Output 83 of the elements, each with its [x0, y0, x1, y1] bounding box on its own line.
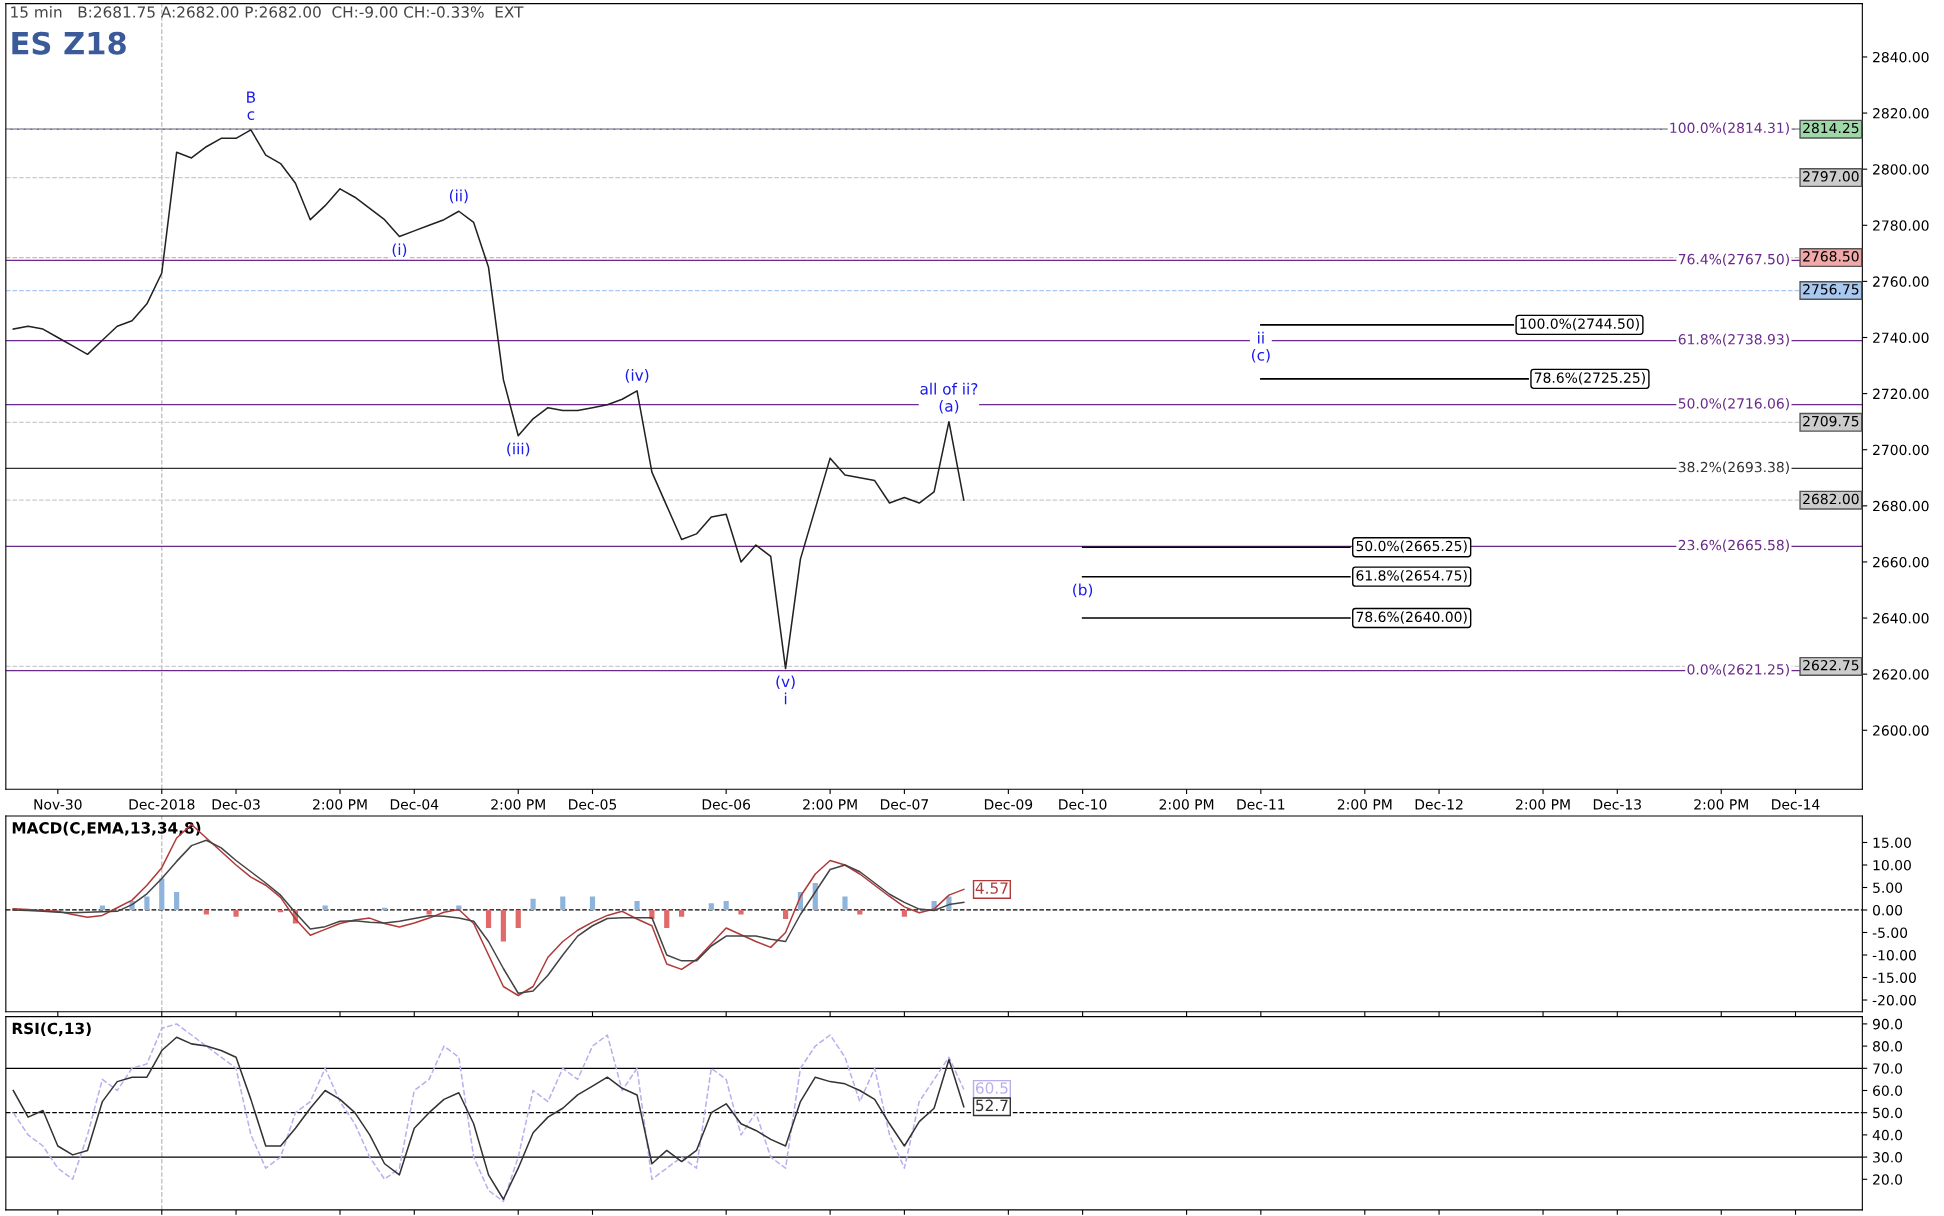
- y-tick-label: 2620.00: [1873, 669, 1929, 680]
- y-tick-label: 2840.00: [1873, 51, 1929, 63]
- x-tick-label: Dec-14: [1772, 799, 1820, 810]
- y-tick-label: 15.00: [1873, 837, 1911, 848]
- x-tick-label: Dec-05: [569, 799, 617, 810]
- x-tick-label: 2:00 PM: [1337, 799, 1392, 810]
- x-tick-label: Dec-2018: [129, 799, 195, 810]
- y-tick-label: 2780.00: [1873, 220, 1929, 231]
- y-tick-label: 2640.00: [1873, 613, 1929, 624]
- y-tick-label: -5.00: [1872, 927, 1908, 938]
- x-tick-label: 2:00 PM: [1516, 799, 1570, 810]
- data-label: (i): [392, 243, 407, 258]
- x-tick-label: Dec-09: [984, 799, 1033, 810]
- y-tick-label: -15.00: [1872, 972, 1916, 983]
- y-tick-label: 70.0: [1873, 1063, 1903, 1074]
- y-tick-label: 2740.00: [1873, 332, 1929, 343]
- ref-line-label: 23.6%(2665.58): [1678, 539, 1789, 552]
- x-tick-label: 2:00 PM: [803, 799, 857, 810]
- y-tick-label: 2820.00: [1873, 108, 1929, 119]
- x-tick-label: 2:00 PM: [491, 799, 545, 810]
- x-tick-label: Dec-13: [1593, 799, 1641, 810]
- text: ES Z18: [12, 31, 126, 55]
- y-tick-label: 40.0: [1872, 1129, 1903, 1141]
- ref-line-label: 2756.75: [1803, 284, 1859, 295]
- x-tick-label: Dec-11: [1237, 799, 1285, 810]
- data-label: all of ii? (a): [920, 382, 978, 414]
- data-label: 60.5: [975, 1082, 1008, 1094]
- y-tick-label: 90.0: [1872, 1018, 1903, 1030]
- series-label: 50.0%(2665.25): [1356, 540, 1467, 553]
- y-tick-label: 30.0: [1873, 1152, 1903, 1163]
- y-tick-label: 5.00: [1873, 882, 1903, 893]
- ref-line-label: 2622.75: [1803, 659, 1859, 671]
- chart-subtitle: 15 min B:2681.75 A:2682.00 P:2682.00 CH:-9.00 CH:-0.33% EXT: [11, 6, 524, 18]
- ref-line-label: 38.2%(2693.38): [1678, 461, 1789, 474]
- x-tick-label: 2:00 PM: [1694, 799, 1748, 810]
- y-tick-label: 10.00: [1873, 859, 1911, 871]
- ref-line-label: 2797.00: [1803, 171, 1859, 182]
- series-label: 61.8%(2654.75): [1356, 569, 1467, 583]
- data-label: (iv): [625, 369, 649, 383]
- y-tick-label: -20.00: [1872, 994, 1916, 1006]
- x-tick-label: Dec-12: [1415, 799, 1463, 810]
- y-tick-label: 0.00: [1872, 904, 1903, 916]
- ref-line-label: 2768.50: [1803, 251, 1859, 262]
- ref-line-label: 0.0%(2621.25): [1687, 663, 1789, 677]
- x-tick-label: Dec-04: [390, 799, 439, 810]
- series-label: 78.6%(2640.00): [1356, 611, 1467, 624]
- ref-line-label: 50.0%(2716.06): [1678, 397, 1789, 411]
- ref-line-label: 100.0%(2814.31): [1670, 122, 1789, 135]
- data-label: (b): [1073, 583, 1093, 598]
- y-tick-label: 60.0: [1873, 1085, 1903, 1096]
- data-label: 52.7: [976, 1099, 1008, 1112]
- data-label: 4.57: [975, 882, 1008, 894]
- y-tick-label: 2600.00: [1873, 725, 1929, 736]
- ref-line-label: 61.8%(2738.93): [1678, 333, 1789, 347]
- x-tick-label: 2:00 PM: [1159, 799, 1214, 810]
- y-tick-label: 2700.00: [1873, 444, 1929, 456]
- x-tick-label: Dec-07: [880, 799, 928, 810]
- ref-line-label: 2709.75: [1803, 415, 1859, 427]
- data-label: ii (c): [1251, 331, 1270, 363]
- x-tick-label: Dec-06: [702, 799, 751, 810]
- data-label: B c: [247, 91, 256, 120]
- x-tick-label: Dec-10: [1059, 799, 1107, 810]
- ref-line-label: 2682.00: [1803, 493, 1859, 505]
- y-tick-label: 2760.00: [1873, 276, 1929, 287]
- series-label: 100.0%(2744.50): [1520, 318, 1639, 331]
- ref-line-label: 2814.25: [1803, 122, 1859, 134]
- y-tick-label: 2800.00: [1873, 164, 1929, 175]
- series-label: 78.6%(2725.25): [1534, 372, 1645, 385]
- y-tick-label: 50.0: [1873, 1107, 1903, 1119]
- y-tick-label: 80.0: [1873, 1041, 1903, 1052]
- x-tick-label: Nov-30: [34, 799, 82, 810]
- x-tick-label: Dec-03: [212, 799, 260, 810]
- data-label: (iii): [507, 442, 530, 457]
- data-label: (ii): [449, 189, 468, 204]
- y-tick-label: 2660.00: [1873, 556, 1929, 568]
- ref-line-label: 76.4%(2767.50): [1678, 253, 1789, 267]
- y-tick-label: 2720.00: [1873, 388, 1929, 400]
- y-tick-label: -10.00: [1872, 949, 1916, 961]
- y-tick-label: 2680.00: [1873, 500, 1929, 512]
- x-tick-label: 2:00 PM: [313, 799, 367, 810]
- chart-title: RSI(C,13): [12, 1022, 91, 1037]
- y-tick-label: 20.0: [1873, 1174, 1903, 1185]
- data-label: (v) i: [776, 675, 795, 705]
